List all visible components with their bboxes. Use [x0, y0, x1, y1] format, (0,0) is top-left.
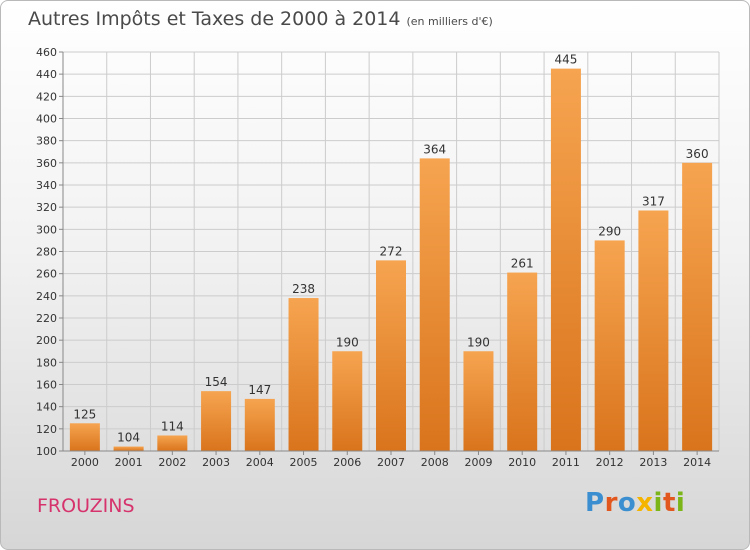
bar-value-label: 364 [423, 142, 446, 156]
labels: 125 2000 104 2001 114 2002 154 2003 147 2004 238 20… [71, 53, 711, 469]
bar-value-label: 261 [511, 257, 534, 271]
y-tick-label: 100 [36, 445, 57, 458]
y-tick-label: 200 [36, 334, 57, 347]
y-tick-label: 300 [36, 223, 57, 236]
bar-value-label: 147 [248, 383, 271, 397]
chart-title-text: Autres Impôts et Taxes de 2000 à 2014 [28, 8, 401, 30]
x-tick-label: 2012 [596, 456, 624, 469]
y-tick-label: 420 [36, 90, 57, 103]
x-tick-label: 2002 [158, 456, 186, 469]
x-tick-label: 2000 [71, 456, 99, 469]
y-tick-label: 260 [36, 268, 57, 281]
y-tick-label: 280 [36, 246, 57, 259]
bar-value-label: 154 [205, 375, 228, 389]
x-tick-label: 2001 [115, 456, 143, 469]
bar-value-label: 238 [292, 282, 315, 296]
bar-value-label: 272 [380, 244, 403, 258]
x-tick-label: 2009 [464, 456, 492, 469]
bar [69, 423, 100, 451]
y-tick-label: 400 [36, 113, 57, 126]
bar-value-label: 190 [336, 335, 359, 349]
x-tick-label: 2013 [639, 456, 667, 469]
bar [201, 391, 232, 451]
x-tick-label: 2004 [246, 456, 274, 469]
y-tick-label: 160 [36, 379, 57, 392]
x-tick-label: 2005 [290, 456, 318, 469]
bar [594, 240, 625, 451]
bar-value-label: 290 [598, 224, 621, 238]
y-tick-label: 240 [36, 290, 57, 303]
x-tick-label: 2007 [377, 456, 405, 469]
bar-value-label: 114 [161, 419, 184, 433]
bar [419, 158, 450, 451]
y-tick-label: 220 [36, 312, 57, 325]
y-tick-label: 140 [36, 401, 57, 414]
bar [507, 272, 538, 451]
place-name: FROUZINS [37, 495, 135, 517]
bar [332, 351, 363, 451]
x-tick-label: 2011 [552, 456, 580, 469]
y-tick-label: 180 [36, 356, 57, 369]
bar-value-label: 360 [686, 147, 709, 161]
y-tick-label: 340 [36, 179, 57, 192]
bar-value-label: 317 [642, 194, 665, 208]
bar [463, 351, 494, 451]
x-tick-label: 2003 [202, 456, 230, 469]
y-tick-label: 440 [36, 68, 57, 81]
bars [69, 68, 713, 452]
bar [113, 446, 144, 451]
y-tick-label: 120 [36, 423, 57, 436]
x-tick-label: 2010 [508, 456, 536, 469]
bar-value-label: 190 [467, 335, 490, 349]
bar [550, 68, 581, 451]
bar [682, 162, 713, 452]
bar [244, 398, 275, 451]
y-tick-label: 320 [36, 201, 57, 214]
bar [157, 435, 188, 451]
bar-value-label: 445 [554, 53, 577, 67]
x-tick-label: 2014 [683, 456, 711, 469]
y-tick-label: 380 [36, 135, 57, 148]
x-tick-label: 2008 [421, 456, 449, 469]
x-tick-label: 2006 [333, 456, 361, 469]
bar [638, 210, 669, 451]
chart-title: Autres Impôts et Taxes de 2000 à 2014 (en… [28, 8, 493, 30]
bar [288, 298, 319, 451]
chart-unit-text: (en milliers d'€) [406, 15, 493, 28]
axes: 100 120 140 160 180 200 220 240 260 280 300 320 340 3… [36, 46, 719, 458]
y-tick-label: 360 [36, 157, 57, 170]
bar-value-label: 104 [117, 431, 140, 445]
brand-logo: Proxiti [585, 488, 686, 518]
bar [376, 260, 406, 451]
bar-value-label: 125 [73, 407, 96, 421]
y-tick-label: 460 [36, 46, 57, 59]
